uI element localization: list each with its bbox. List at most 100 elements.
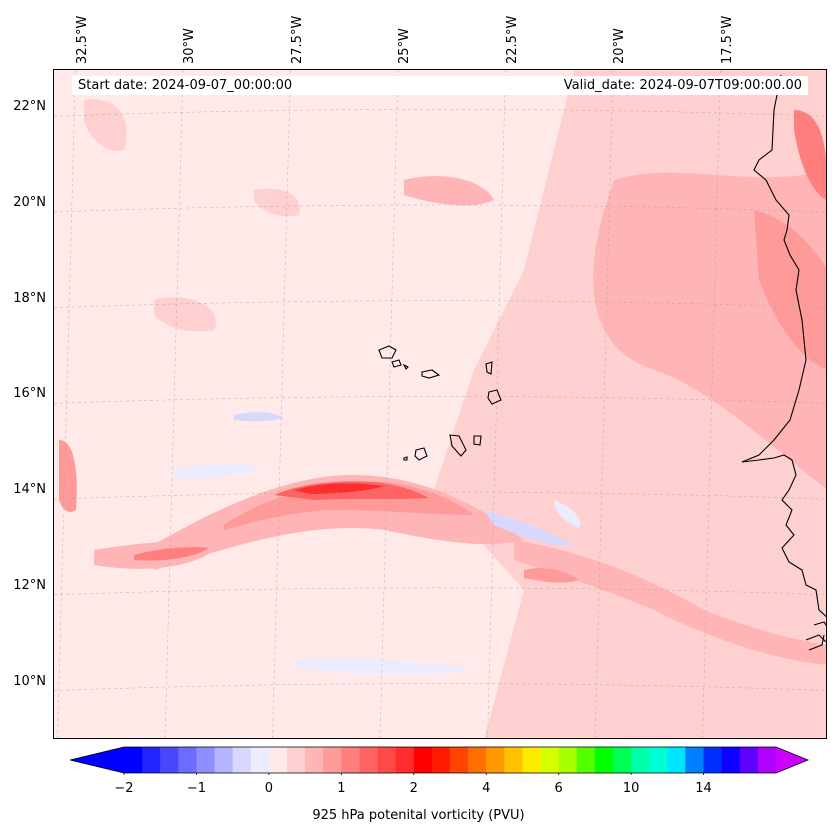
latitude-label: 20°N	[13, 195, 46, 210]
pv-negative-streak-2	[234, 412, 284, 422]
island-cape-verde	[473, 435, 482, 446]
colorbar-segment	[287, 747, 306, 773]
latitude-label: 18°N	[13, 290, 46, 306]
pv-negative-streak-5	[294, 658, 474, 675]
colorbar-segment	[594, 747, 614, 773]
island-cape-verde	[402, 363, 409, 370]
pv-field-map	[54, 70, 826, 738]
pv-blob-north	[404, 176, 494, 206]
island-cape-verde	[487, 389, 502, 405]
colorbar-tick-label: 1	[337, 781, 346, 796]
colorbar-segment	[558, 747, 578, 773]
colorbar-segment	[214, 747, 234, 773]
colorbar-tick-label: 14	[695, 781, 712, 796]
colorbar-segment	[124, 747, 143, 773]
meridian-line	[487, 70, 506, 738]
colorbar-segment	[431, 747, 451, 773]
meridian-line	[164, 70, 184, 738]
pv-blob-east-low	[654, 447, 774, 495]
colorbar-segment	[305, 747, 324, 773]
pv-region-coast-strong	[754, 210, 826, 370]
island-cape-verde	[391, 359, 402, 368]
parallel-line	[54, 108, 826, 117]
island-cape-verde	[403, 456, 408, 461]
pv-blob-west-edge	[59, 440, 77, 512]
longitude-label: 17.5°W	[719, 15, 735, 64]
parallel-line	[54, 300, 826, 309]
colorbar	[70, 746, 810, 775]
colorbar-segment	[160, 747, 179, 773]
latitude-label: 10°N	[13, 673, 46, 689]
island-cape-verde	[414, 447, 428, 461]
colorbar-segment	[522, 747, 542, 773]
colorbar-segment	[178, 747, 197, 773]
colorbar-tick-label: 4	[482, 781, 491, 796]
colorbar-segment	[413, 747, 433, 773]
colorbar-tick-label: 6	[554, 781, 563, 796]
pv-band-southeast	[514, 540, 826, 665]
pv-blob-southeast	[524, 568, 579, 583]
coastlines	[378, 74, 826, 651]
pv-blob-west-mid	[154, 297, 216, 332]
map-panel	[53, 69, 827, 739]
colorbar-segment	[721, 747, 741, 773]
colorbar-segment	[268, 747, 288, 773]
coastline-africa-south	[741, 454, 826, 617]
parallel-line	[54, 396, 826, 404]
colorbar-tick-label: −1	[186, 781, 207, 796]
colorbar-segment	[232, 747, 252, 773]
longitude-label: 32.5°W	[74, 15, 90, 64]
longitude-label: 30°W	[182, 28, 197, 64]
meridian-line	[702, 70, 721, 738]
colorbar-segment	[323, 747, 342, 773]
colorbar-segment	[450, 747, 469, 773]
colorbar-extend-high	[776, 747, 808, 773]
colorbar-segment	[576, 747, 596, 773]
parallel-line	[54, 204, 826, 213]
pv-band-west-core	[134, 547, 209, 561]
parallel-line	[54, 491, 826, 500]
colorbar-segment	[703, 747, 723, 773]
longitude-label: 20°W	[612, 28, 627, 64]
start-date-label: Start date: 2024-09-07_00:00:00	[72, 76, 544, 95]
colorbar-segment	[613, 747, 632, 773]
parallel-line	[54, 587, 826, 596]
pv-blob-north-west	[254, 188, 300, 217]
colorbar-tick-label: 0	[264, 781, 274, 796]
colorbar-segment	[486, 747, 505, 773]
pv-negative-streak-3	[484, 510, 574, 546]
colorbar-segment	[468, 747, 487, 773]
meridian-line	[272, 70, 291, 738]
pv-negative-streak-4	[554, 500, 581, 528]
coastline-africa	[741, 74, 807, 463]
colorbar-segment	[341, 747, 360, 773]
colorbar-segment	[196, 747, 216, 773]
latitude-label: 22°N	[13, 99, 46, 115]
colorbar-tick-label: 10	[622, 781, 640, 796]
colorbar-tick-label: 2	[409, 781, 418, 796]
parallel-line	[54, 683, 826, 691]
island-cape-verde	[421, 369, 441, 379]
colorbar-segment	[142, 747, 161, 773]
colorbar-segment	[739, 747, 759, 773]
colorbar-segment	[504, 747, 523, 773]
island-cape-verde	[485, 361, 493, 375]
colorbar-tick-label: −2	[114, 781, 134, 796]
gridlines	[54, 70, 826, 738]
latitude-label: 14°N	[13, 482, 46, 498]
colorbar-segment	[359, 747, 379, 773]
meridian-line	[594, 70, 614, 738]
colorbar-extend-low	[70, 747, 124, 773]
colorbar-segment	[377, 747, 397, 773]
coastline-islands-bissau	[805, 621, 826, 651]
pv-negative-streak-1	[174, 463, 264, 479]
pv-shading	[59, 70, 826, 738]
colorbar-segment	[540, 747, 560, 773]
pv-band-peak	[294, 483, 384, 494]
colorbar-segment	[685, 747, 705, 773]
longitude-label: 25°W	[397, 28, 412, 64]
longitude-label: 22.5°W	[504, 15, 520, 64]
colorbar-segment	[631, 747, 650, 773]
latitude-label: 12°N	[13, 577, 46, 593]
colorbar-segment	[667, 747, 686, 773]
